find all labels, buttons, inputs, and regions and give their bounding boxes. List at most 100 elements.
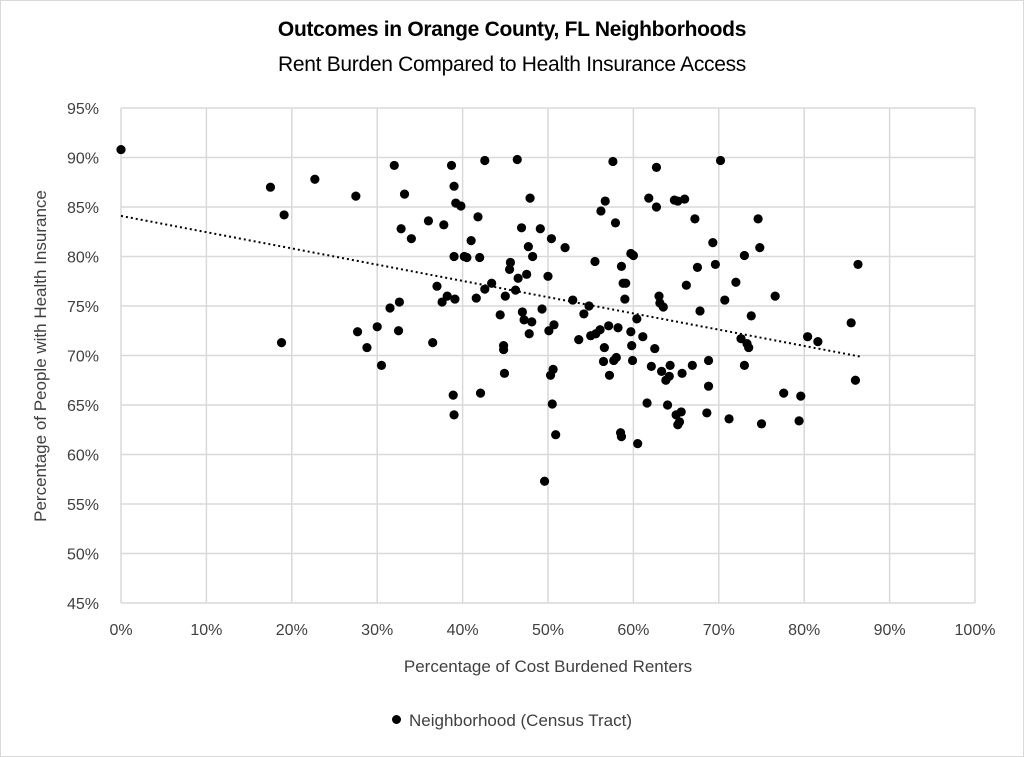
y-tick-label: 90% — [67, 151, 99, 168]
data-point — [658, 302, 668, 312]
data-point — [510, 285, 521, 295]
data-point — [610, 218, 621, 228]
data-point — [616, 261, 627, 271]
data-point — [544, 326, 554, 336]
data-point — [613, 323, 623, 333]
data-point — [687, 360, 697, 370]
x-tick-label: 20% — [276, 622, 308, 639]
data-point — [756, 419, 767, 429]
data-point — [794, 416, 804, 426]
data-point — [650, 343, 660, 354]
data-point — [620, 294, 630, 304]
data-point — [604, 321, 614, 331]
data-point — [779, 388, 789, 398]
data-point — [450, 294, 460, 304]
data-point — [525, 193, 535, 203]
data-point — [796, 391, 806, 401]
data-point — [590, 256, 600, 267]
x-tick-label: 50% — [532, 622, 564, 639]
data-point — [448, 390, 458, 400]
data-point — [568, 295, 578, 305]
data-point — [543, 271, 553, 281]
data-point — [598, 356, 609, 367]
data-point — [651, 202, 662, 212]
data-point — [739, 250, 750, 261]
data-point — [710, 259, 720, 270]
data-point — [596, 206, 606, 216]
data-point — [551, 430, 561, 440]
data-point — [651, 162, 662, 172]
data-point — [739, 360, 750, 370]
data-point — [628, 250, 639, 261]
data-point — [746, 311, 756, 321]
data-point — [574, 335, 584, 345]
data-point — [495, 310, 505, 320]
data-point — [720, 295, 730, 305]
data-point — [475, 388, 486, 398]
legend-marker-icon — [391, 715, 401, 725]
data-point — [674, 417, 685, 427]
data-point — [480, 155, 490, 166]
data-point — [522, 269, 532, 279]
data-point — [600, 196, 610, 206]
data-point — [665, 360, 675, 370]
data-point — [519, 315, 529, 325]
x-axis-label: Percentage of Cost Burdened Renters — [404, 657, 692, 676]
data-point — [279, 210, 289, 220]
y-tick-label: 50% — [67, 547, 99, 564]
data-point — [487, 278, 497, 288]
data-point — [505, 257, 516, 268]
legend-label: Neighborhood (Census Tract) — [408, 711, 632, 730]
data-point — [662, 400, 673, 410]
data-point — [524, 329, 534, 339]
data-point — [715, 155, 726, 166]
data-points — [116, 144, 863, 486]
data-point — [560, 242, 570, 253]
data-point — [504, 264, 515, 274]
data-point — [449, 181, 459, 191]
data-point — [638, 332, 648, 342]
data-point — [546, 234, 557, 244]
data-point — [633, 439, 643, 449]
data-point — [677, 368, 687, 378]
data-point — [466, 236, 476, 246]
data-point — [310, 174, 320, 184]
data-point — [498, 344, 509, 355]
data-point — [646, 361, 656, 371]
data-point — [621, 278, 631, 288]
data-point — [456, 201, 466, 211]
data-point — [608, 156, 618, 167]
data-point — [703, 381, 714, 391]
data-point — [528, 251, 538, 262]
data-point — [376, 360, 387, 370]
data-point — [813, 337, 823, 347]
data-point — [516, 223, 527, 233]
data-point — [523, 242, 533, 252]
data-point — [616, 432, 627, 442]
data-point — [611, 352, 621, 363]
data-point — [664, 371, 674, 381]
y-tick-label: 70% — [67, 349, 99, 366]
data-point — [537, 304, 547, 314]
data-point — [850, 375, 861, 385]
data-point — [446, 160, 457, 171]
data-point — [656, 366, 667, 376]
x-tick-label: 10% — [190, 622, 222, 639]
data-point — [632, 314, 642, 324]
x-tick-label: 100% — [955, 622, 996, 639]
data-point — [527, 317, 537, 327]
data-point — [681, 280, 691, 290]
data-point — [512, 154, 522, 165]
data-point — [708, 238, 718, 248]
chart-subtitle: Rent Burden Compared to Health Insurance… — [278, 53, 746, 76]
data-point — [549, 320, 559, 330]
legend: Neighborhood (Census Tract) — [0, 711, 1024, 731]
x-tick-label: 60% — [617, 622, 649, 639]
data-point — [599, 342, 609, 353]
data-point — [423, 216, 434, 226]
y-tick-label: 75% — [67, 299, 99, 316]
data-point — [393, 326, 404, 336]
data-point — [690, 214, 700, 224]
data-point — [548, 364, 558, 374]
